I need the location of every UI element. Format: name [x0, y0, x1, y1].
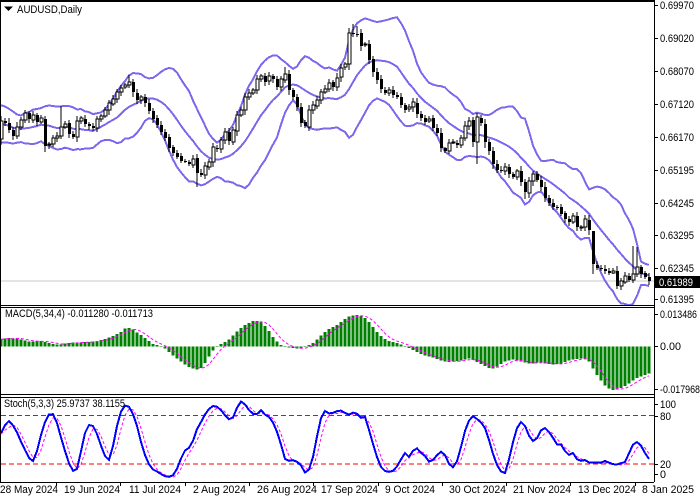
svg-text:-0.017968: -0.017968 [660, 384, 700, 396]
svg-text:0.69020: 0.69020 [660, 33, 694, 45]
svg-text:MACD(5,34,4) -0.011280 -0.0117: MACD(5,34,4) -0.011280 -0.011713 [5, 308, 153, 320]
svg-text:0.68070: 0.68070 [660, 66, 694, 78]
svg-text:13 Dec 2024: 13 Dec 2024 [578, 484, 636, 496]
svg-text:0.61989: 0.61989 [659, 277, 693, 289]
svg-text:20: 20 [660, 459, 671, 471]
svg-text:0.62345: 0.62345 [660, 263, 694, 275]
svg-text:19 Jun 2024: 19 Jun 2024 [64, 484, 120, 496]
svg-text:30 Oct 2024: 30 Oct 2024 [449, 484, 506, 496]
svg-text:Stoch(5,3,3) 25.9737 38.1155: Stoch(5,3,3) 25.9737 38.1155 [4, 398, 125, 410]
svg-text:11 Jul 2024: 11 Jul 2024 [129, 484, 181, 496]
svg-text:AUDUSD,Daily: AUDUSD,Daily [17, 4, 82, 16]
svg-text:0.00: 0.00 [660, 341, 681, 353]
svg-text:0.013486: 0.013486 [660, 309, 697, 321]
svg-text:0.65195: 0.65195 [660, 165, 694, 177]
svg-text:26 Aug 2024: 26 Aug 2024 [257, 484, 317, 496]
svg-text:100: 100 [660, 399, 676, 411]
svg-text:0: 0 [660, 469, 666, 481]
svg-text:0.67120: 0.67120 [660, 99, 694, 111]
svg-text:21 Nov 2024: 21 Nov 2024 [513, 484, 571, 496]
svg-text:0.66170: 0.66170 [660, 132, 694, 144]
svg-text:0.61395: 0.61395 [660, 294, 694, 306]
svg-text:2 Aug 2024: 2 Aug 2024 [193, 484, 246, 496]
svg-text:9 Oct 2024: 9 Oct 2024 [385, 484, 435, 496]
svg-text:28 May 2024: 28 May 2024 [0, 484, 58, 496]
svg-text:17 Sep 2024: 17 Sep 2024 [321, 484, 378, 496]
svg-text:0.64245: 0.64245 [660, 198, 694, 210]
svg-text:8 Jan 2025: 8 Jan 2025 [642, 484, 694, 496]
svg-text:0.69970: 0.69970 [660, 0, 694, 12]
svg-text:0.63295: 0.63295 [660, 230, 694, 242]
svg-text:80: 80 [660, 411, 671, 423]
